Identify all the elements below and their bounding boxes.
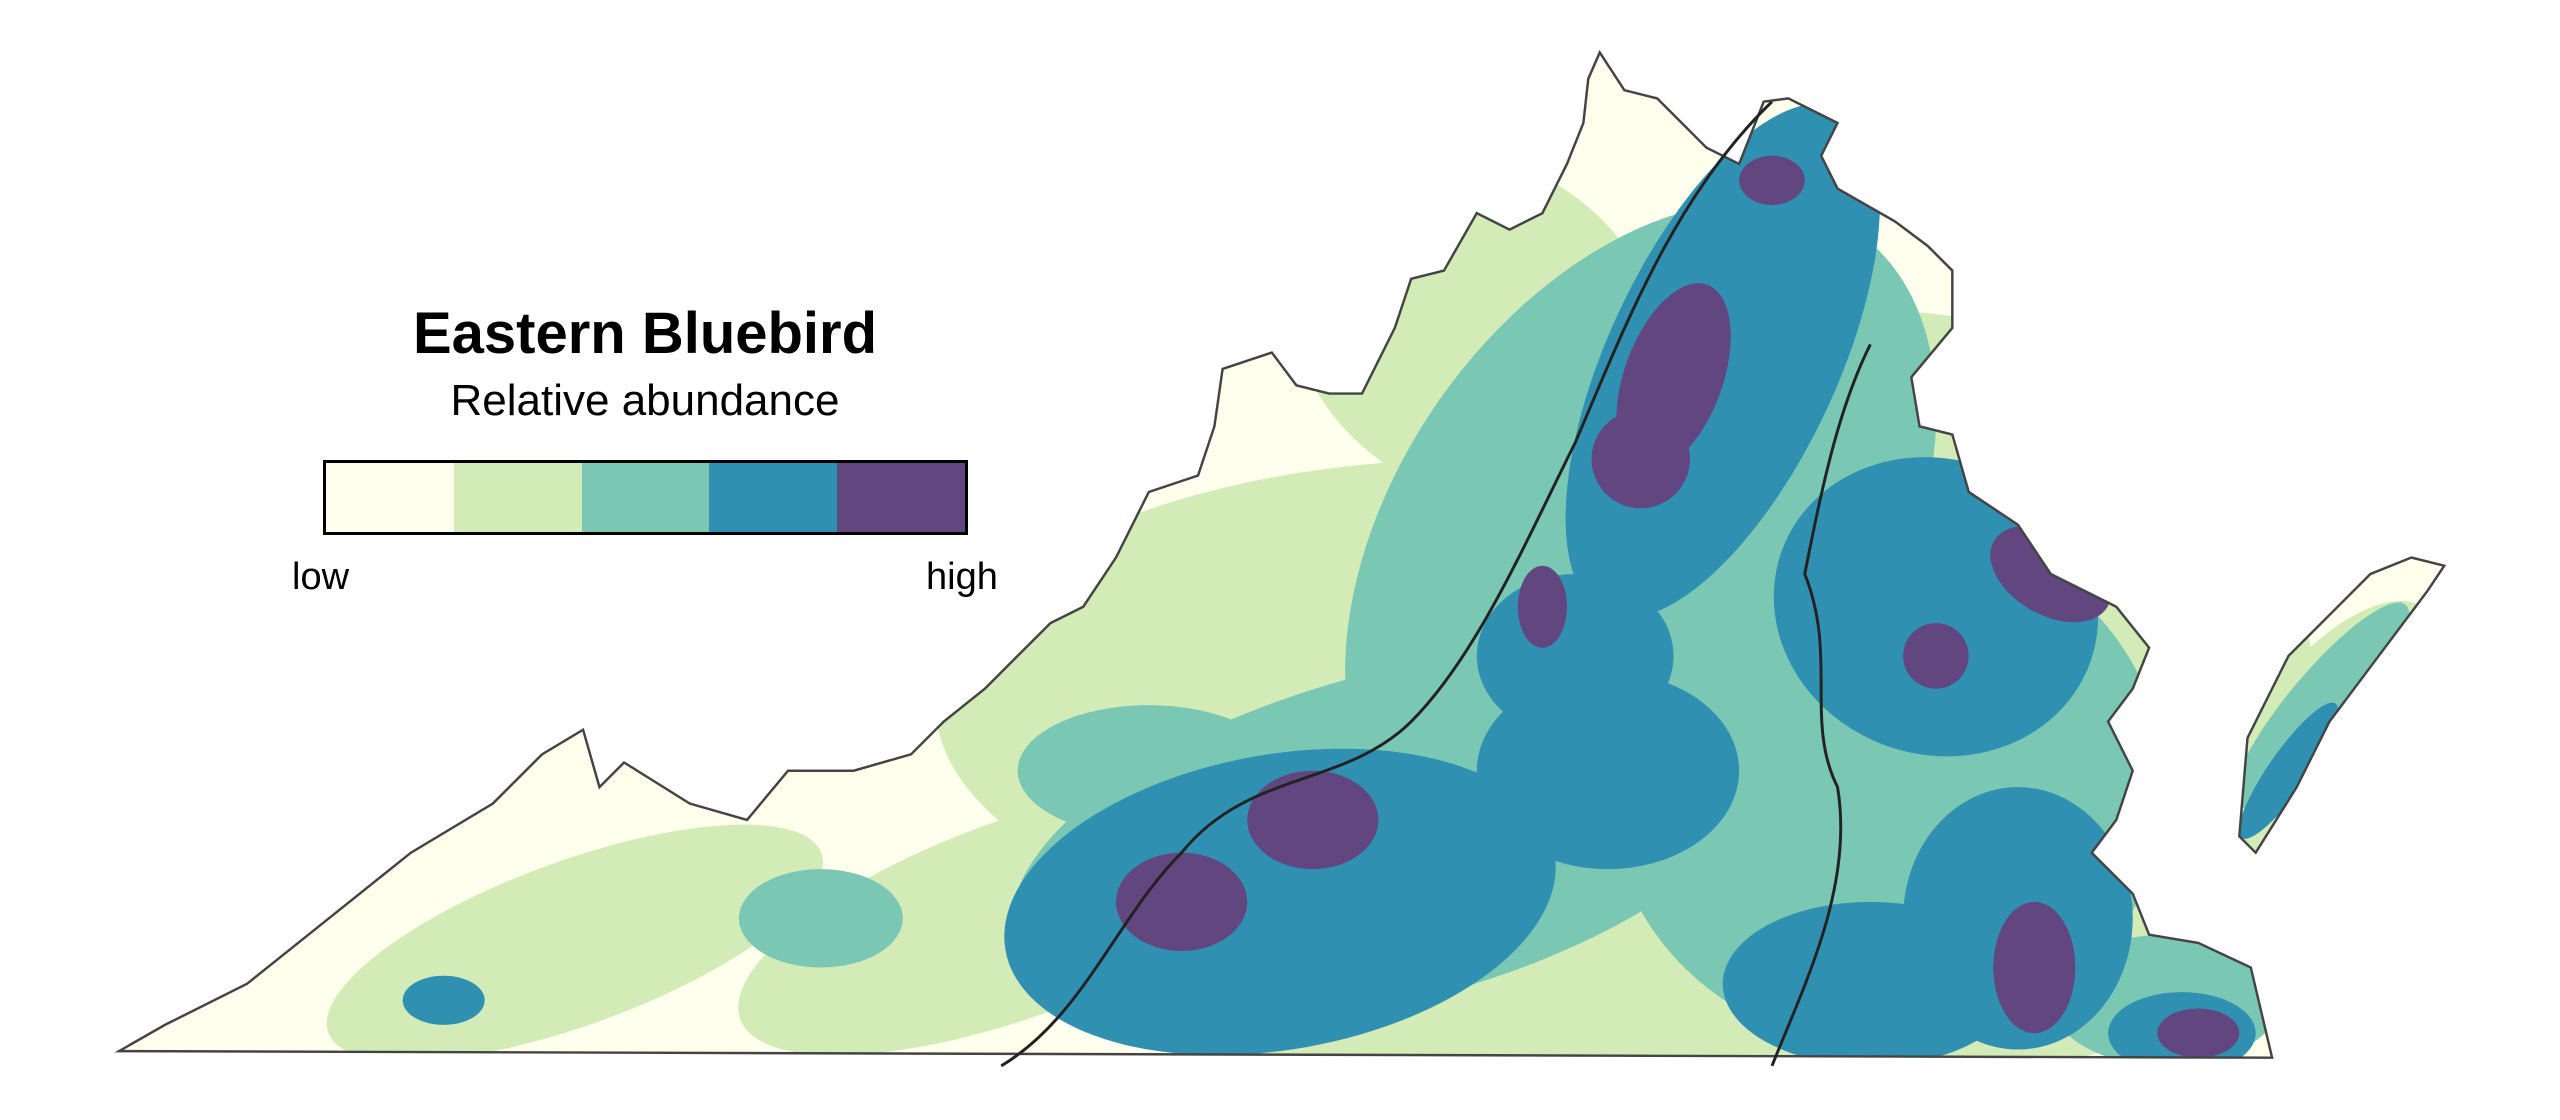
legend-swatch-4 (709, 463, 838, 532)
legend-swatch-5 (837, 463, 965, 532)
legend-low-label: low (292, 556, 350, 598)
abundance-patch (402, 975, 485, 1025)
abundance-patch (2238, 702, 2339, 839)
legend-swatch-1 (326, 463, 454, 532)
abundance-patch (738, 869, 903, 968)
abundance-patch (2233, 602, 2410, 808)
legend-high-label: high (926, 556, 998, 598)
legend-swatch-3 (581, 463, 710, 532)
state-outline (117, 51, 2447, 1059)
abundance-patch (1903, 623, 1969, 689)
abundance-patch (1591, 409, 1690, 509)
abundance-patch (1247, 770, 1379, 870)
legend-subtitle: Relative abundance (450, 376, 840, 425)
abundance-patch (1993, 901, 2076, 1034)
legend-swatch-2 (453, 463, 582, 532)
abundance-patch (2157, 1008, 2240, 1058)
abundance-patch (1116, 852, 1248, 952)
legend-color-bar (323, 460, 968, 535)
abundance-patch (1722, 901, 2018, 1058)
map-title: Eastern Bluebird (412, 301, 878, 366)
region-boundary-lines (1000, 100, 1872, 1068)
abundance-patch (1004, 748, 1556, 1056)
abundance-patch (1476, 573, 1674, 738)
abundance-patch (1739, 155, 1805, 205)
abundance-patch (1517, 565, 1567, 648)
